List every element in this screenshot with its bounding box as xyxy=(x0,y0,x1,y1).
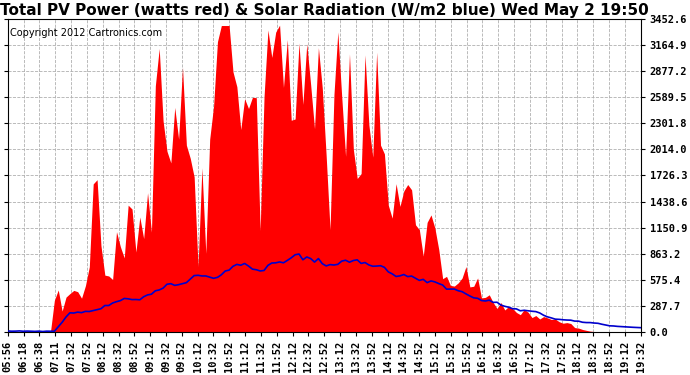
Text: Copyright 2012 Cartronics.com: Copyright 2012 Cartronics.com xyxy=(10,28,161,38)
Title: Total PV Power (watts red) & Solar Radiation (W/m2 blue) Wed May 2 19:50: Total PV Power (watts red) & Solar Radia… xyxy=(0,3,649,18)
